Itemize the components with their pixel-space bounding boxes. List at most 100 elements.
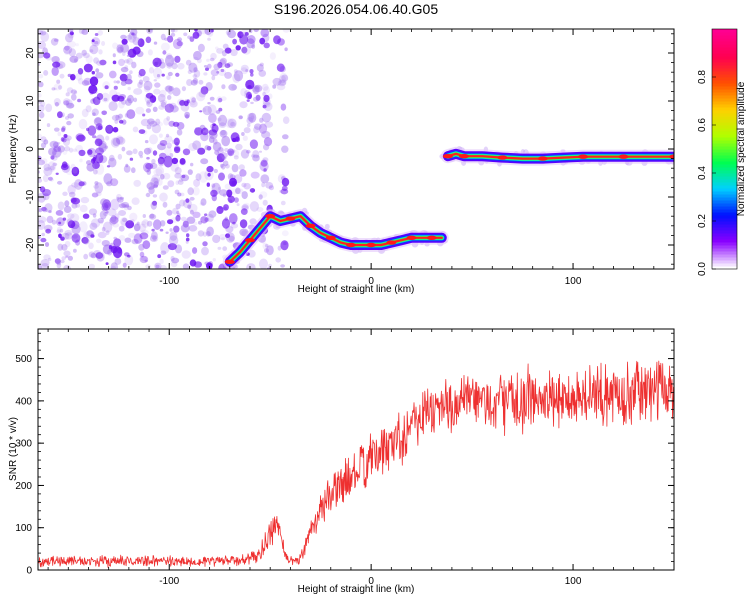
noise-blob — [218, 186, 221, 191]
colorbar-cell — [712, 260, 737, 264]
noise-blob — [117, 46, 124, 53]
noise-blob — [160, 242, 170, 254]
noise-blob — [102, 199, 112, 211]
noise-blob — [241, 46, 248, 54]
noise-blob — [125, 35, 133, 41]
noise-blob — [149, 134, 158, 145]
colorbar-cell — [712, 77, 737, 81]
noise-blob — [116, 44, 124, 54]
noise-blob — [101, 240, 110, 247]
noise-blob — [104, 145, 109, 149]
noise-blob — [173, 146, 181, 154]
noise-blob — [195, 173, 202, 181]
noise-blob — [252, 154, 260, 162]
noise-blob — [177, 62, 185, 70]
noise-blob — [116, 196, 120, 200]
noise-blob — [83, 231, 90, 239]
ridge-peak — [285, 216, 296, 221]
noise-blob — [201, 246, 209, 256]
noise-blob — [75, 43, 79, 47]
noise-blob — [49, 165, 55, 171]
noise-blob — [160, 99, 168, 106]
snr-series — [38, 360, 674, 568]
ridge-peak — [669, 154, 674, 159]
noise-blob — [240, 88, 248, 97]
noise-blob — [239, 101, 248, 109]
snr-x-ticks: -100 0 100 — [47, 329, 675, 587]
noise-blob — [248, 29, 253, 34]
noise-blob — [162, 201, 168, 208]
noise-blob — [145, 92, 154, 99]
noise-blob — [48, 147, 57, 156]
snr-plot-area — [38, 329, 674, 570]
noise-blob — [63, 205, 72, 213]
noise-blob — [102, 221, 113, 233]
noise-blob — [210, 52, 217, 60]
noise-blob — [91, 192, 99, 198]
noise-blob — [92, 112, 96, 116]
noise-blob — [193, 179, 201, 187]
noise-blob — [87, 125, 97, 136]
noise-blob — [165, 231, 169, 234]
noise-blob — [62, 150, 68, 156]
colorbar-cell — [712, 110, 737, 114]
noise-blob — [255, 155, 260, 158]
noise-blob — [139, 232, 149, 240]
noise-blob — [60, 236, 65, 241]
noise-blob — [89, 222, 98, 230]
noise-blob — [282, 134, 289, 140]
x-tick-label: 0 — [368, 576, 374, 587]
noise-blob — [105, 210, 109, 214]
noise-blob — [133, 223, 140, 232]
noise-blob — [262, 157, 269, 163]
noise-blob — [64, 232, 73, 240]
colorbar-cell — [712, 41, 737, 45]
colorbar-cell — [712, 116, 737, 120]
noise-blob — [55, 172, 59, 175]
colorbar-cell — [712, 200, 737, 204]
noise-blob — [262, 83, 269, 91]
noise-blob — [177, 37, 183, 42]
noise-blob — [152, 106, 158, 113]
colorbar-cell — [712, 152, 737, 156]
noise-blob — [44, 242, 50, 247]
noise-blob — [259, 117, 264, 123]
noise-blob — [153, 79, 157, 82]
noise-blob — [43, 163, 51, 172]
noise-blob — [208, 210, 217, 218]
noise-blob — [189, 96, 197, 106]
noise-blob — [109, 217, 117, 226]
noise-blob — [143, 162, 152, 173]
noise-blob — [180, 174, 190, 182]
ridge-peak — [578, 154, 589, 159]
colorbar-cell — [712, 242, 737, 246]
noise-blob — [170, 255, 175, 262]
ridge-peak — [442, 154, 453, 159]
colorbar-tick-label: 0.8 — [697, 70, 708, 84]
noise-blob — [132, 126, 139, 133]
noise-blob — [137, 38, 145, 48]
colorbar-cell — [712, 227, 737, 231]
colorbar-cell — [712, 182, 737, 186]
noise-blob — [172, 87, 181, 97]
noise-blob — [81, 80, 90, 86]
noise-blob — [140, 256, 148, 262]
noise-blob — [218, 107, 223, 112]
noise-blob — [137, 73, 143, 78]
x-tick-label: 100 — [565, 276, 582, 287]
noise-blob — [265, 244, 270, 248]
noise-blob — [153, 168, 163, 176]
noise-blob — [242, 202, 250, 209]
noise-blob — [162, 50, 167, 55]
noise-blob — [197, 230, 205, 237]
noise-blob — [179, 100, 186, 106]
noise-blob — [138, 243, 145, 251]
noise-blob — [207, 63, 212, 69]
noise-blob — [168, 235, 179, 246]
y-tick-label: -10 — [25, 189, 36, 204]
noise-blob — [228, 235, 235, 242]
noise-blob — [157, 93, 166, 103]
snr-frame — [37, 328, 675, 571]
noise-blob — [227, 148, 235, 157]
noise-blob — [77, 68, 84, 75]
